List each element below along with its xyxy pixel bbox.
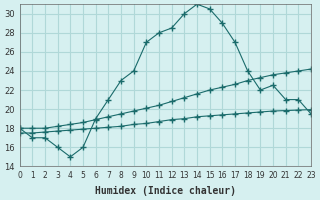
X-axis label: Humidex (Indice chaleur): Humidex (Indice chaleur)	[95, 186, 236, 196]
